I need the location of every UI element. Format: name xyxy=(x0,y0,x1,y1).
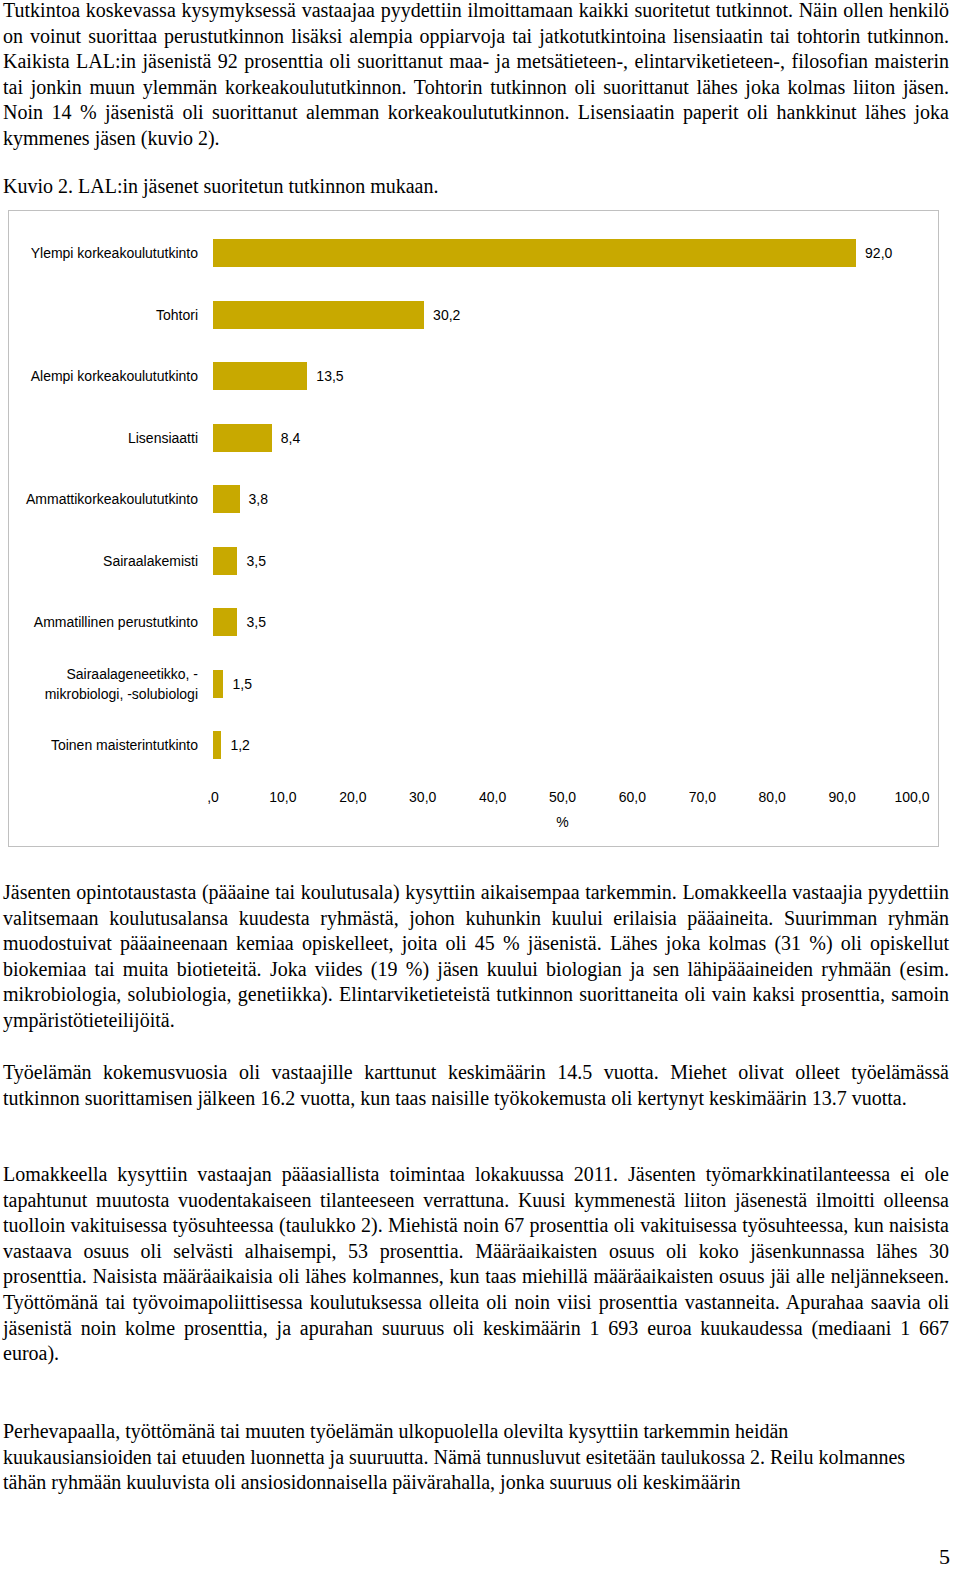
tick-label: 50,0 xyxy=(523,787,603,807)
category-label: Ammatillinen perustutkinto xyxy=(10,597,198,647)
plot-area xyxy=(213,220,912,780)
axis-title: % xyxy=(523,812,603,832)
category-label: Toinen maisterintutkinto xyxy=(10,720,198,770)
data-label: 1,2 xyxy=(230,735,249,755)
data-label: 3,5 xyxy=(246,551,265,571)
bar xyxy=(213,301,424,329)
tick-label: 20,0 xyxy=(313,787,393,807)
bar xyxy=(213,608,237,636)
category-label: Tohtori xyxy=(10,290,198,340)
category-label: Sairaalageneetikko, -mikrobiologi, -solu… xyxy=(10,659,198,709)
figure-caption: Kuvio 2. LAL:in jäsenet suoritetun tutki… xyxy=(3,174,949,200)
category-label: Alempi korkeakoulututkinto xyxy=(10,351,198,401)
category-label: Ylempi korkeakoulututkinto xyxy=(10,228,198,278)
data-label: 13,5 xyxy=(316,366,343,386)
tick-label: 30,0 xyxy=(383,787,463,807)
category-label: Lisensiaatti xyxy=(10,413,198,463)
data-label: 3,5 xyxy=(246,612,265,632)
data-label: 1,5 xyxy=(232,674,251,694)
paragraph: Työelämän kokemusvuosia oli vastaajille … xyxy=(3,1060,949,1111)
tick-label: 90,0 xyxy=(802,787,882,807)
data-label: 8,4 xyxy=(281,428,300,448)
bar xyxy=(213,362,307,390)
bar xyxy=(213,547,237,575)
tick-label: 10,0 xyxy=(243,787,323,807)
bar xyxy=(213,485,240,513)
tick-label: 60,0 xyxy=(592,787,672,807)
paragraph: Lomakkeella kysyttiin vastaajan pääasial… xyxy=(3,1162,949,1367)
tick-label: 70,0 xyxy=(662,787,742,807)
category-label: Sairaalakemisti xyxy=(10,536,198,586)
tick-label: 40,0 xyxy=(453,787,533,807)
bar xyxy=(213,239,856,267)
category-label: Ammattikorkeakoulututkinto xyxy=(10,474,198,524)
paragraph: Tutkintoa koskevassa kysymyksessä vastaa… xyxy=(3,0,949,152)
data-label: 30,2 xyxy=(433,305,460,325)
bar xyxy=(213,424,272,452)
paragraph: Perhevapaalla, työttömänä tai muuten työ… xyxy=(3,1419,933,1496)
tick-label: 80,0 xyxy=(732,787,812,807)
data-label: 3,8 xyxy=(249,489,268,509)
page-number: 5 xyxy=(939,1544,950,1570)
bar xyxy=(213,731,221,759)
tick-label: ,0 xyxy=(173,787,253,807)
tick-label: 100,0 xyxy=(872,787,952,807)
paragraph: Jäsenten opintotaustasta (pääaine tai ko… xyxy=(3,880,949,1034)
bar xyxy=(213,670,223,698)
data-label: 92,0 xyxy=(865,243,892,263)
